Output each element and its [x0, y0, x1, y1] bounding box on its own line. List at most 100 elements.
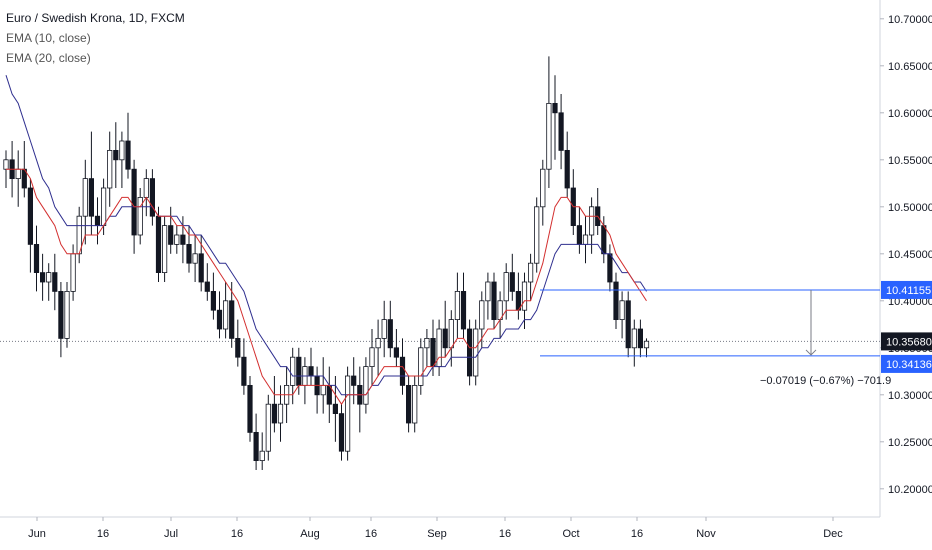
candle-body	[509, 272, 515, 292]
candle-body	[101, 187, 107, 226]
candle-body	[265, 403, 271, 452]
candle-body	[552, 103, 558, 114]
y-tick-label: 10.60000	[888, 108, 932, 120]
candle-body	[296, 356, 302, 386]
candle-body	[253, 431, 259, 461]
lower-level-tag-text: 10.34136	[886, 359, 932, 371]
x-tick-label: 16	[97, 528, 109, 540]
x-tick-label: 16	[631, 528, 643, 540]
candle-body	[222, 300, 229, 330]
candle-body	[241, 356, 247, 386]
candle-body	[290, 356, 296, 386]
x-tick-label: 16	[365, 528, 377, 540]
x-tick-label: Nov	[696, 528, 716, 540]
candle-body	[204, 281, 210, 292]
candle-body	[308, 366, 314, 377]
candle-body	[119, 140, 125, 161]
y-tick-label: 10.50000	[888, 202, 932, 214]
candle-body	[454, 290, 461, 320]
candle-body	[521, 281, 528, 311]
candle-body	[405, 384, 412, 424]
candle-body	[460, 290, 467, 330]
candle-body	[448, 319, 454, 349]
candle-body	[247, 384, 253, 433]
x-tick-label: Jun	[28, 528, 46, 540]
candle-body	[375, 337, 381, 349]
candle-body	[149, 178, 155, 217]
candle-body	[534, 206, 540, 264]
candle-body	[399, 356, 406, 386]
candle-body	[503, 272, 509, 302]
x-tick-label: Dec	[823, 528, 843, 540]
candle-body	[369, 347, 375, 367]
candle-body	[637, 328, 644, 349]
candle-body	[235, 337, 241, 358]
x-tick-label: Jul	[164, 528, 178, 540]
candle-body	[216, 309, 223, 330]
candle-body	[381, 319, 387, 339]
candle-body	[3, 159, 9, 170]
candle-body	[613, 281, 619, 320]
y-tick-label: 10.65000	[888, 61, 932, 73]
candle-body	[27, 187, 34, 245]
candle-body	[40, 272, 46, 283]
candle-body	[46, 272, 52, 283]
candle-body	[601, 225, 607, 255]
candle-body	[161, 225, 168, 274]
y-tick-label: 10.45000	[888, 249, 932, 261]
upper-level-tag	[881, 280, 932, 299]
x-tick-label: Sep	[427, 528, 447, 540]
candle-body	[485, 281, 491, 302]
legend-ema10: EMA (10, close)	[6, 31, 91, 45]
candle-body	[192, 253, 198, 264]
candle-body	[430, 337, 436, 367]
x-tick-label: Aug	[300, 528, 320, 540]
candle-body	[363, 366, 369, 405]
candle-body	[466, 328, 473, 377]
lower-level-tag	[881, 354, 932, 373]
candle-body	[589, 206, 595, 236]
candle-body	[540, 168, 546, 208]
candle-body	[168, 225, 174, 245]
candle-body	[180, 234, 186, 245]
candle-body	[412, 384, 418, 424]
candle-body	[546, 103, 552, 170]
candle-body	[643, 340, 650, 349]
y-tick-label: 10.55000	[888, 155, 932, 167]
candle-body	[131, 168, 137, 236]
candle-body	[436, 328, 442, 367]
candle-body	[473, 328, 479, 377]
candle-body	[418, 347, 424, 386]
candle-body	[125, 140, 131, 170]
candle-body	[198, 253, 204, 283]
measure-label: −0.07019 (−0.67%) −701.9	[760, 375, 892, 387]
upper-level-tag-text: 10.41155	[886, 285, 931, 297]
candle-body	[259, 450, 265, 462]
candle-body	[15, 168, 21, 179]
last-price-tag	[881, 332, 932, 351]
y-tick-label: 10.70000	[888, 14, 932, 26]
candle-body	[607, 253, 613, 283]
ema10-line	[6, 168, 647, 406]
candle-body	[351, 375, 357, 386]
y-tick-label: 10.20000	[888, 484, 932, 496]
measure-arrow-head	[805, 349, 817, 356]
candle-body	[210, 290, 216, 311]
candle-body	[424, 337, 430, 349]
candle-body	[558, 112, 564, 151]
x-tick-label: 16	[231, 528, 243, 540]
legend-ema20: EMA (20, close)	[6, 51, 91, 65]
candle-body	[137, 196, 143, 236]
candle-body	[113, 149, 119, 161]
candle-body	[631, 328, 637, 349]
candle-body	[344, 375, 351, 452]
candle-body	[332, 403, 339, 415]
candle-body	[619, 300, 625, 320]
candle-body	[576, 225, 583, 245]
chart-legend: Euro / Swedish Krona, 1D, FXCM EMA (10, …	[6, 8, 185, 68]
candle-body	[155, 215, 162, 273]
candle-body	[107, 149, 113, 189]
candle-body	[58, 290, 64, 339]
candle-body	[625, 300, 631, 349]
